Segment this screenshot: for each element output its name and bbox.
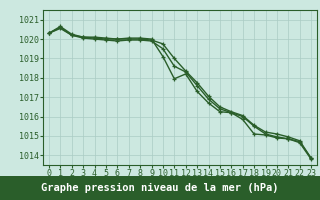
Text: Graphe pression niveau de la mer (hPa): Graphe pression niveau de la mer (hPa) bbox=[41, 183, 279, 193]
